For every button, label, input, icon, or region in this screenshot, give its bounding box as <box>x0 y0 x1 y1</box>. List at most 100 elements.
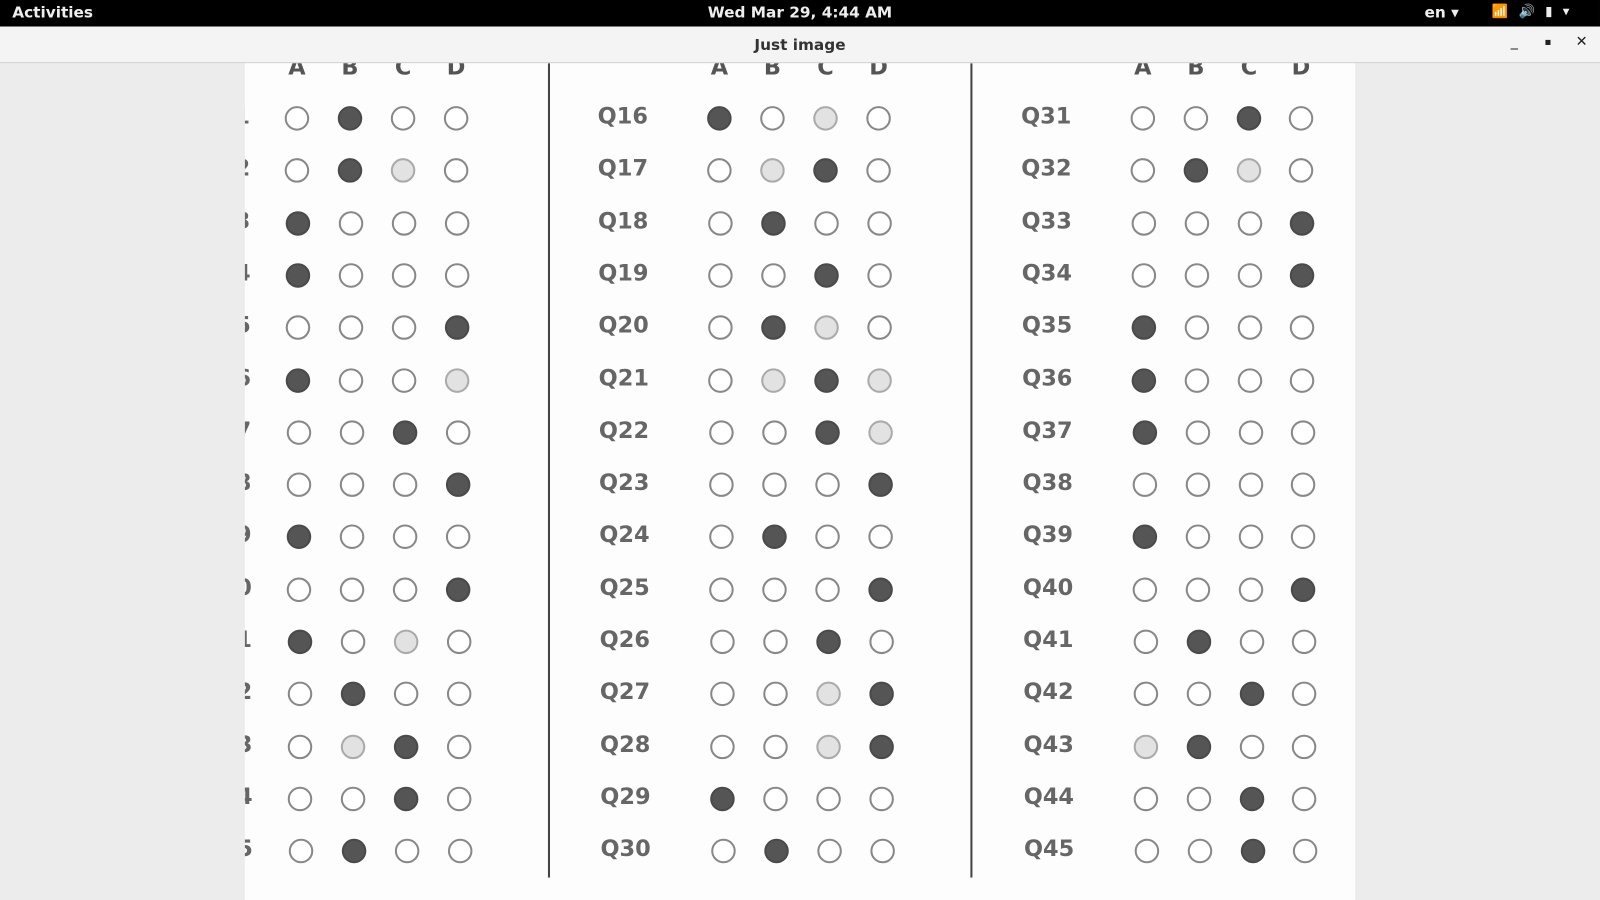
bubble-q4-a <box>285 263 310 288</box>
bubble-q43-d <box>1291 734 1317 759</box>
bubble-q26-c <box>815 629 841 655</box>
bubble-q30-b <box>763 838 789 864</box>
bubble-q6-b <box>339 367 364 393</box>
bubble-q15-b <box>341 838 366 864</box>
question-label: Q5 <box>245 313 251 339</box>
question-label: Q22 <box>598 418 650 444</box>
bubble-q44-b <box>1187 786 1212 812</box>
minimize-button[interactable]: _ <box>1510 33 1518 50</box>
bubble-q17-b <box>760 158 785 183</box>
bubble-q10-d <box>446 577 471 602</box>
bubble-q35-b <box>1184 315 1210 340</box>
bubble-q11-b <box>340 629 365 655</box>
bubble-q24-c <box>815 524 840 550</box>
bubble-q9-d <box>445 524 471 550</box>
bubble-q18-a <box>707 210 733 236</box>
bubble-q42-a <box>1133 681 1159 707</box>
language-selector[interactable]: en ▾ <box>1424 3 1459 22</box>
clock[interactable]: Wed Mar 29, 4:44 AM <box>707 3 893 22</box>
bubble-q43-c <box>1239 734 1265 759</box>
bubble-q8-b <box>339 472 365 498</box>
bubble-q33-d <box>1289 210 1314 236</box>
bubble-q41-c <box>1239 629 1264 655</box>
bubble-q33-b <box>1184 210 1209 236</box>
bubble-q19-d <box>867 263 892 288</box>
question-label: Q41 <box>1023 627 1074 654</box>
bubble-q1-b <box>337 106 363 131</box>
bubble-q17-d <box>866 158 892 183</box>
bubble-q10-c <box>393 577 418 602</box>
choice-header-a: A <box>1134 63 1152 81</box>
choice-header-d: D <box>446 63 466 81</box>
bubble-q5-a <box>285 315 311 340</box>
bubble-q9-c <box>392 524 418 550</box>
bubble-q19-b <box>760 263 786 288</box>
bubble-q38-d <box>1290 472 1316 498</box>
bubble-q17-c <box>813 158 839 183</box>
activities-button[interactable]: Activities <box>12 3 94 22</box>
bubble-q22-a <box>708 420 734 445</box>
bubble-q33-a <box>1131 210 1156 236</box>
language-label: en <box>1424 3 1446 22</box>
bubble-q2-d <box>444 158 469 183</box>
bubble-q42-d <box>1291 681 1317 707</box>
choice-header-a: A <box>288 63 306 81</box>
bubble-q18-c <box>813 210 839 236</box>
choice-header-b: B <box>1187 63 1205 81</box>
bubble-q3-d <box>444 210 469 236</box>
choice-header-a: A <box>710 63 729 81</box>
chevron-down-icon: ▾ <box>1562 4 1570 20</box>
bubble-q34-c <box>1237 263 1262 288</box>
bubble-q14-c <box>394 786 419 812</box>
bubble-q30-d <box>870 838 895 864</box>
question-label: Q42 <box>1023 679 1074 706</box>
bubble-q44-a <box>1134 786 1159 812</box>
question-label: Q21 <box>598 365 649 392</box>
question-label: Q19 <box>598 261 649 287</box>
bubble-q6-c <box>392 367 417 393</box>
question-label: Q23 <box>599 470 650 497</box>
bubble-q3-a <box>285 210 310 236</box>
bubble-q27-d <box>869 681 894 707</box>
bubble-q1-a <box>284 106 310 131</box>
bubble-q7-c <box>392 420 417 445</box>
bubble-q41-d <box>1291 629 1316 655</box>
question-label: Q43 <box>1023 732 1074 758</box>
bubble-q43-b <box>1186 734 1212 759</box>
bubble-q42-c <box>1239 681 1265 707</box>
bubble-q29-b <box>763 786 789 812</box>
question-label: Q36 <box>1022 365 1073 392</box>
bubble-q3-b <box>338 210 363 236</box>
bubble-q28-c <box>816 734 841 759</box>
bubble-q6-a <box>286 367 311 393</box>
bubble-q39-c <box>1238 524 1264 550</box>
bubble-q14-a <box>288 786 313 812</box>
bubble-q37-a <box>1132 420 1157 445</box>
bubble-q35-c <box>1237 315 1263 340</box>
bubble-q18-d <box>866 210 892 236</box>
bubble-q14-d <box>447 786 472 812</box>
bubble-q28-a <box>710 734 735 759</box>
bubble-q24-d <box>868 524 893 550</box>
bubble-q25-b <box>762 577 788 602</box>
maximize-button[interactable]: ▪ <box>1544 36 1552 48</box>
wifi-icon: 📶 <box>1491 4 1509 20</box>
bubble-q19-c <box>814 263 839 288</box>
choice-header-d: D <box>869 63 888 81</box>
bubble-q27-a <box>710 681 735 707</box>
bubble-q22-b <box>761 420 787 445</box>
bubble-q15-c <box>394 838 420 864</box>
question-label: Q16 <box>597 104 648 130</box>
question-label: Q24 <box>599 522 650 549</box>
bubble-q20-c <box>814 315 839 340</box>
bubble-q5-b <box>338 315 364 340</box>
bubble-q28-d <box>869 734 894 759</box>
system-tray[interactable]: 📶 🔊 ▮ ▾ <box>1492 4 1570 19</box>
question-label: Q15 <box>245 837 253 863</box>
close-button[interactable]: ✕ <box>1575 33 1588 50</box>
bubble-q4-c <box>391 263 417 288</box>
bubble-q34-d <box>1289 263 1315 288</box>
bubble-q42-b <box>1186 681 1212 707</box>
bubble-q1-d <box>443 106 469 131</box>
